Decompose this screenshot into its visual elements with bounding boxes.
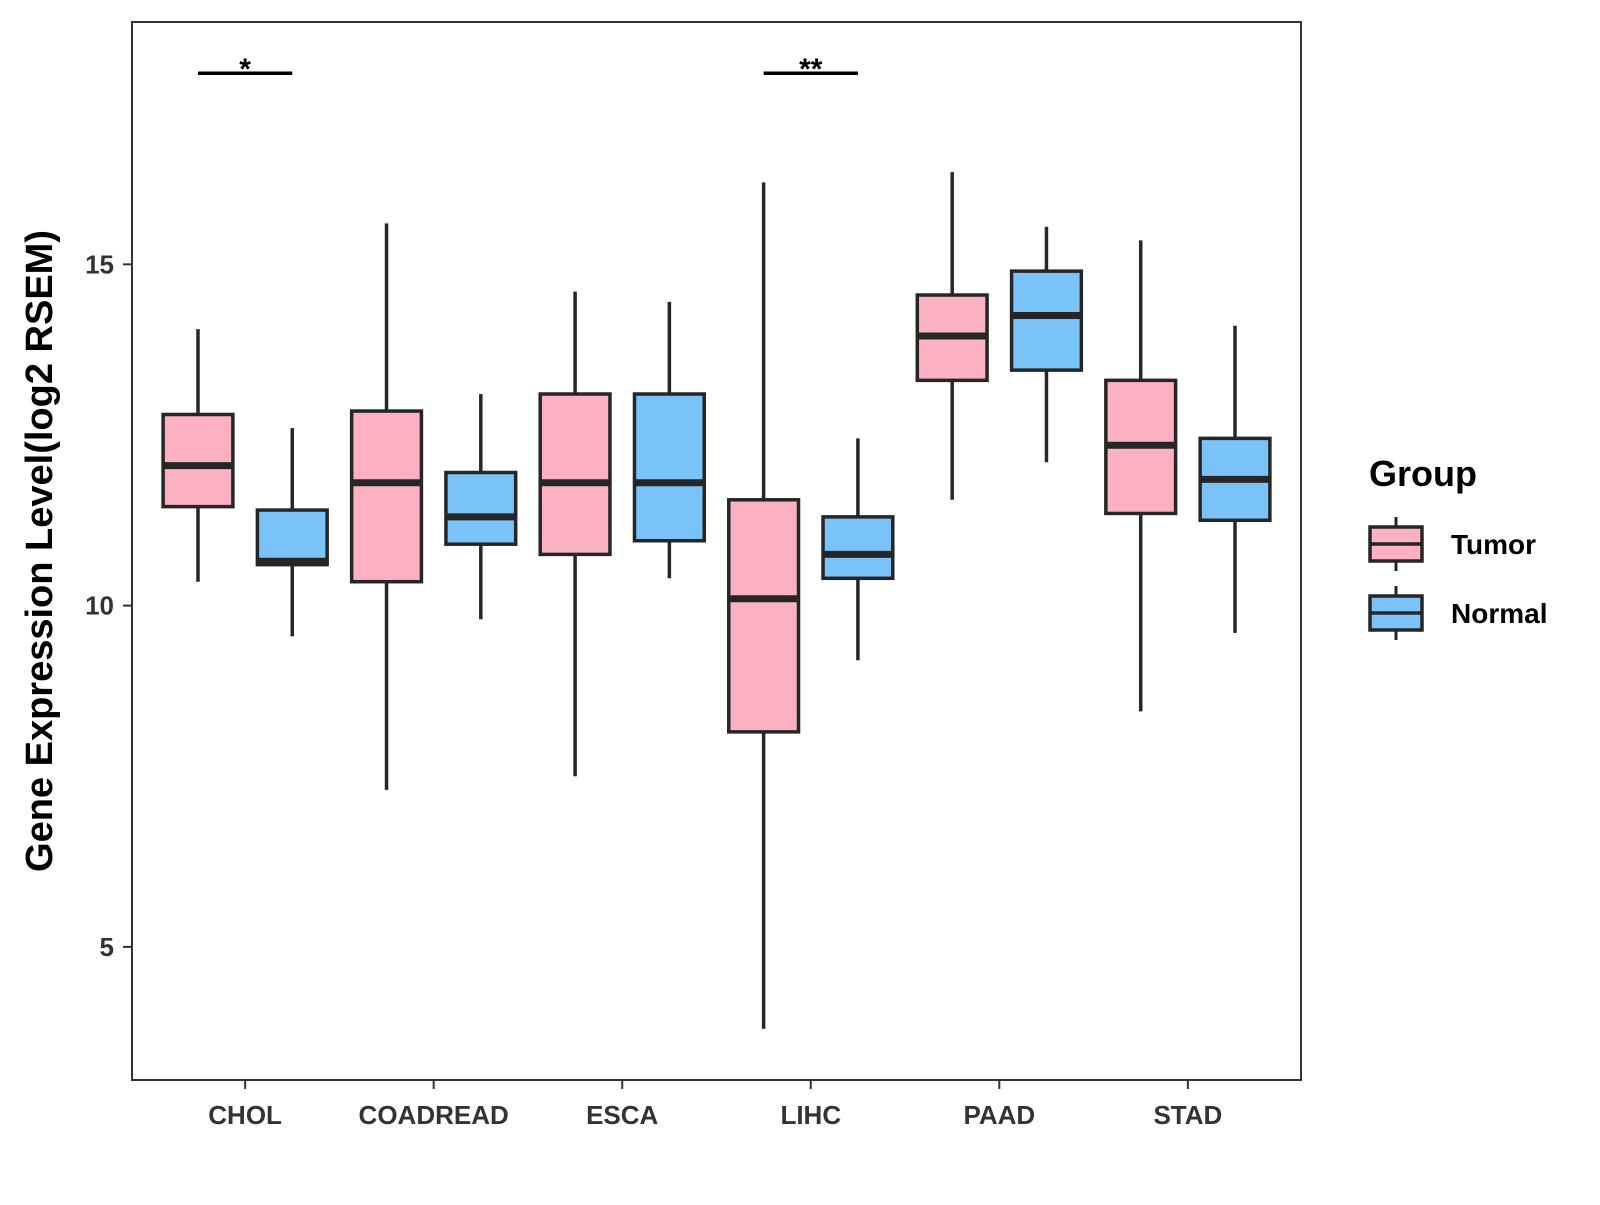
box-tumor-paad	[915, 172, 989, 500]
x-tick-label-lihc: LIHC	[780, 1100, 841, 1130]
box-normal-paad	[1009, 226, 1084, 463]
iqr-box-normal-coadread	[444, 470, 518, 546]
significance-label-lihc: **	[799, 53, 823, 86]
box-normal-coadread	[444, 394, 518, 620]
iqr-box-normal-chol	[255, 508, 329, 567]
legend-key-normal	[1368, 586, 1424, 640]
x-tick-label-chol: CHOL	[208, 1100, 282, 1130]
box-normal-lihc	[821, 438, 895, 661]
y-axis: 5 10 15	[85, 249, 132, 962]
y-tick-label-15: 15	[85, 249, 114, 279]
significance-annotations: * **	[197, 53, 858, 86]
plot-panel-border	[131, 21, 1302, 1081]
legend-key-tumor	[1368, 517, 1424, 571]
box-normal-stad	[1198, 325, 1272, 633]
box-normal-chol	[255, 428, 329, 637]
iqr-box-tumor-chol	[161, 412, 235, 509]
box-tumor-chol	[161, 329, 235, 582]
y-tick-label-10: 10	[85, 591, 114, 621]
legend-label-tumor: Tumor	[1451, 529, 1536, 560]
legend-label-normal: Normal	[1451, 598, 1547, 629]
box-tumor-esca	[538, 291, 612, 777]
boxes-layer	[161, 172, 1272, 1029]
legend-title: Group	[1369, 453, 1477, 494]
x-tick-label-stad: STAD	[1153, 1100, 1222, 1130]
box-normal-esca	[632, 301, 706, 579]
iqr-box-normal-lihc	[821, 515, 895, 581]
y-tick-label-5: 5	[100, 932, 114, 962]
box-tumor-stad	[1104, 240, 1178, 712]
box-tumor-coadread	[349, 223, 424, 790]
iqr-box-tumor-esca	[538, 392, 612, 557]
iqr-box-normal-esca	[632, 392, 706, 543]
x-tick-label-esca: ESCA	[586, 1100, 658, 1130]
box-tumor-lihc	[727, 182, 801, 1029]
iqr-box-tumor-lihc	[727, 498, 801, 734]
significance-label-chol: *	[239, 53, 251, 86]
legend: Group Tumor Normal	[1368, 453, 1547, 640]
iqr-box-normal-paad	[1009, 269, 1084, 372]
y-axis-title: Gene Expression Level(log2 RSEM)	[19, 230, 61, 872]
x-tick-label-paad: PAAD	[963, 1100, 1035, 1130]
x-axis: CHOL COADREAD ESCA LIHC PAAD STAD	[208, 1080, 1222, 1130]
x-tick-label-coadread: COADREAD	[359, 1100, 509, 1130]
iqr-box-tumor-coadread	[349, 409, 424, 584]
